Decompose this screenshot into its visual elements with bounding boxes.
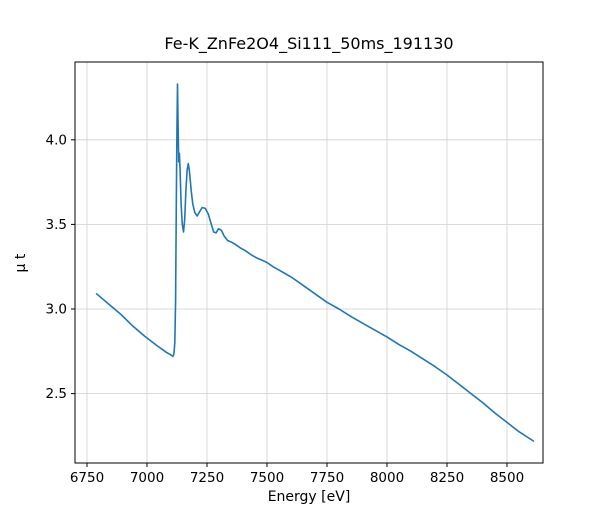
x-tick-label: 6750 <box>70 470 104 486</box>
x-tick-label: 7250 <box>190 470 224 486</box>
x-tick-label: 8250 <box>430 470 464 486</box>
y-tick-label: 3.5 <box>46 217 67 233</box>
spectrum-line <box>95 83 535 442</box>
tick-layer: 6750 7000 7250 7500 7750 8000 8250 8500 2.5 3.0 3.… <box>46 132 525 486</box>
grid-layer <box>75 62 543 463</box>
axes-frame <box>74 61 544 464</box>
y-axis-label: μ t <box>13 253 29 272</box>
x-tick-label: 7000 <box>130 470 164 486</box>
y-tick-label: 4.0 <box>46 132 67 148</box>
y-tick-label: 2.5 <box>46 386 67 402</box>
x-tick-label: 8000 <box>370 470 404 486</box>
y-tick-label: 3.0 <box>46 302 67 318</box>
x-tick-label: 7500 <box>250 470 284 486</box>
x-tick-label: 8500 <box>490 470 524 486</box>
x-axis-label: Energy [eV] <box>268 489 351 505</box>
x-tick-label: 7750 <box>310 470 344 486</box>
chart-title: Fe-K_ZnFe2O4_Si111_50ms_191130 <box>164 34 453 54</box>
